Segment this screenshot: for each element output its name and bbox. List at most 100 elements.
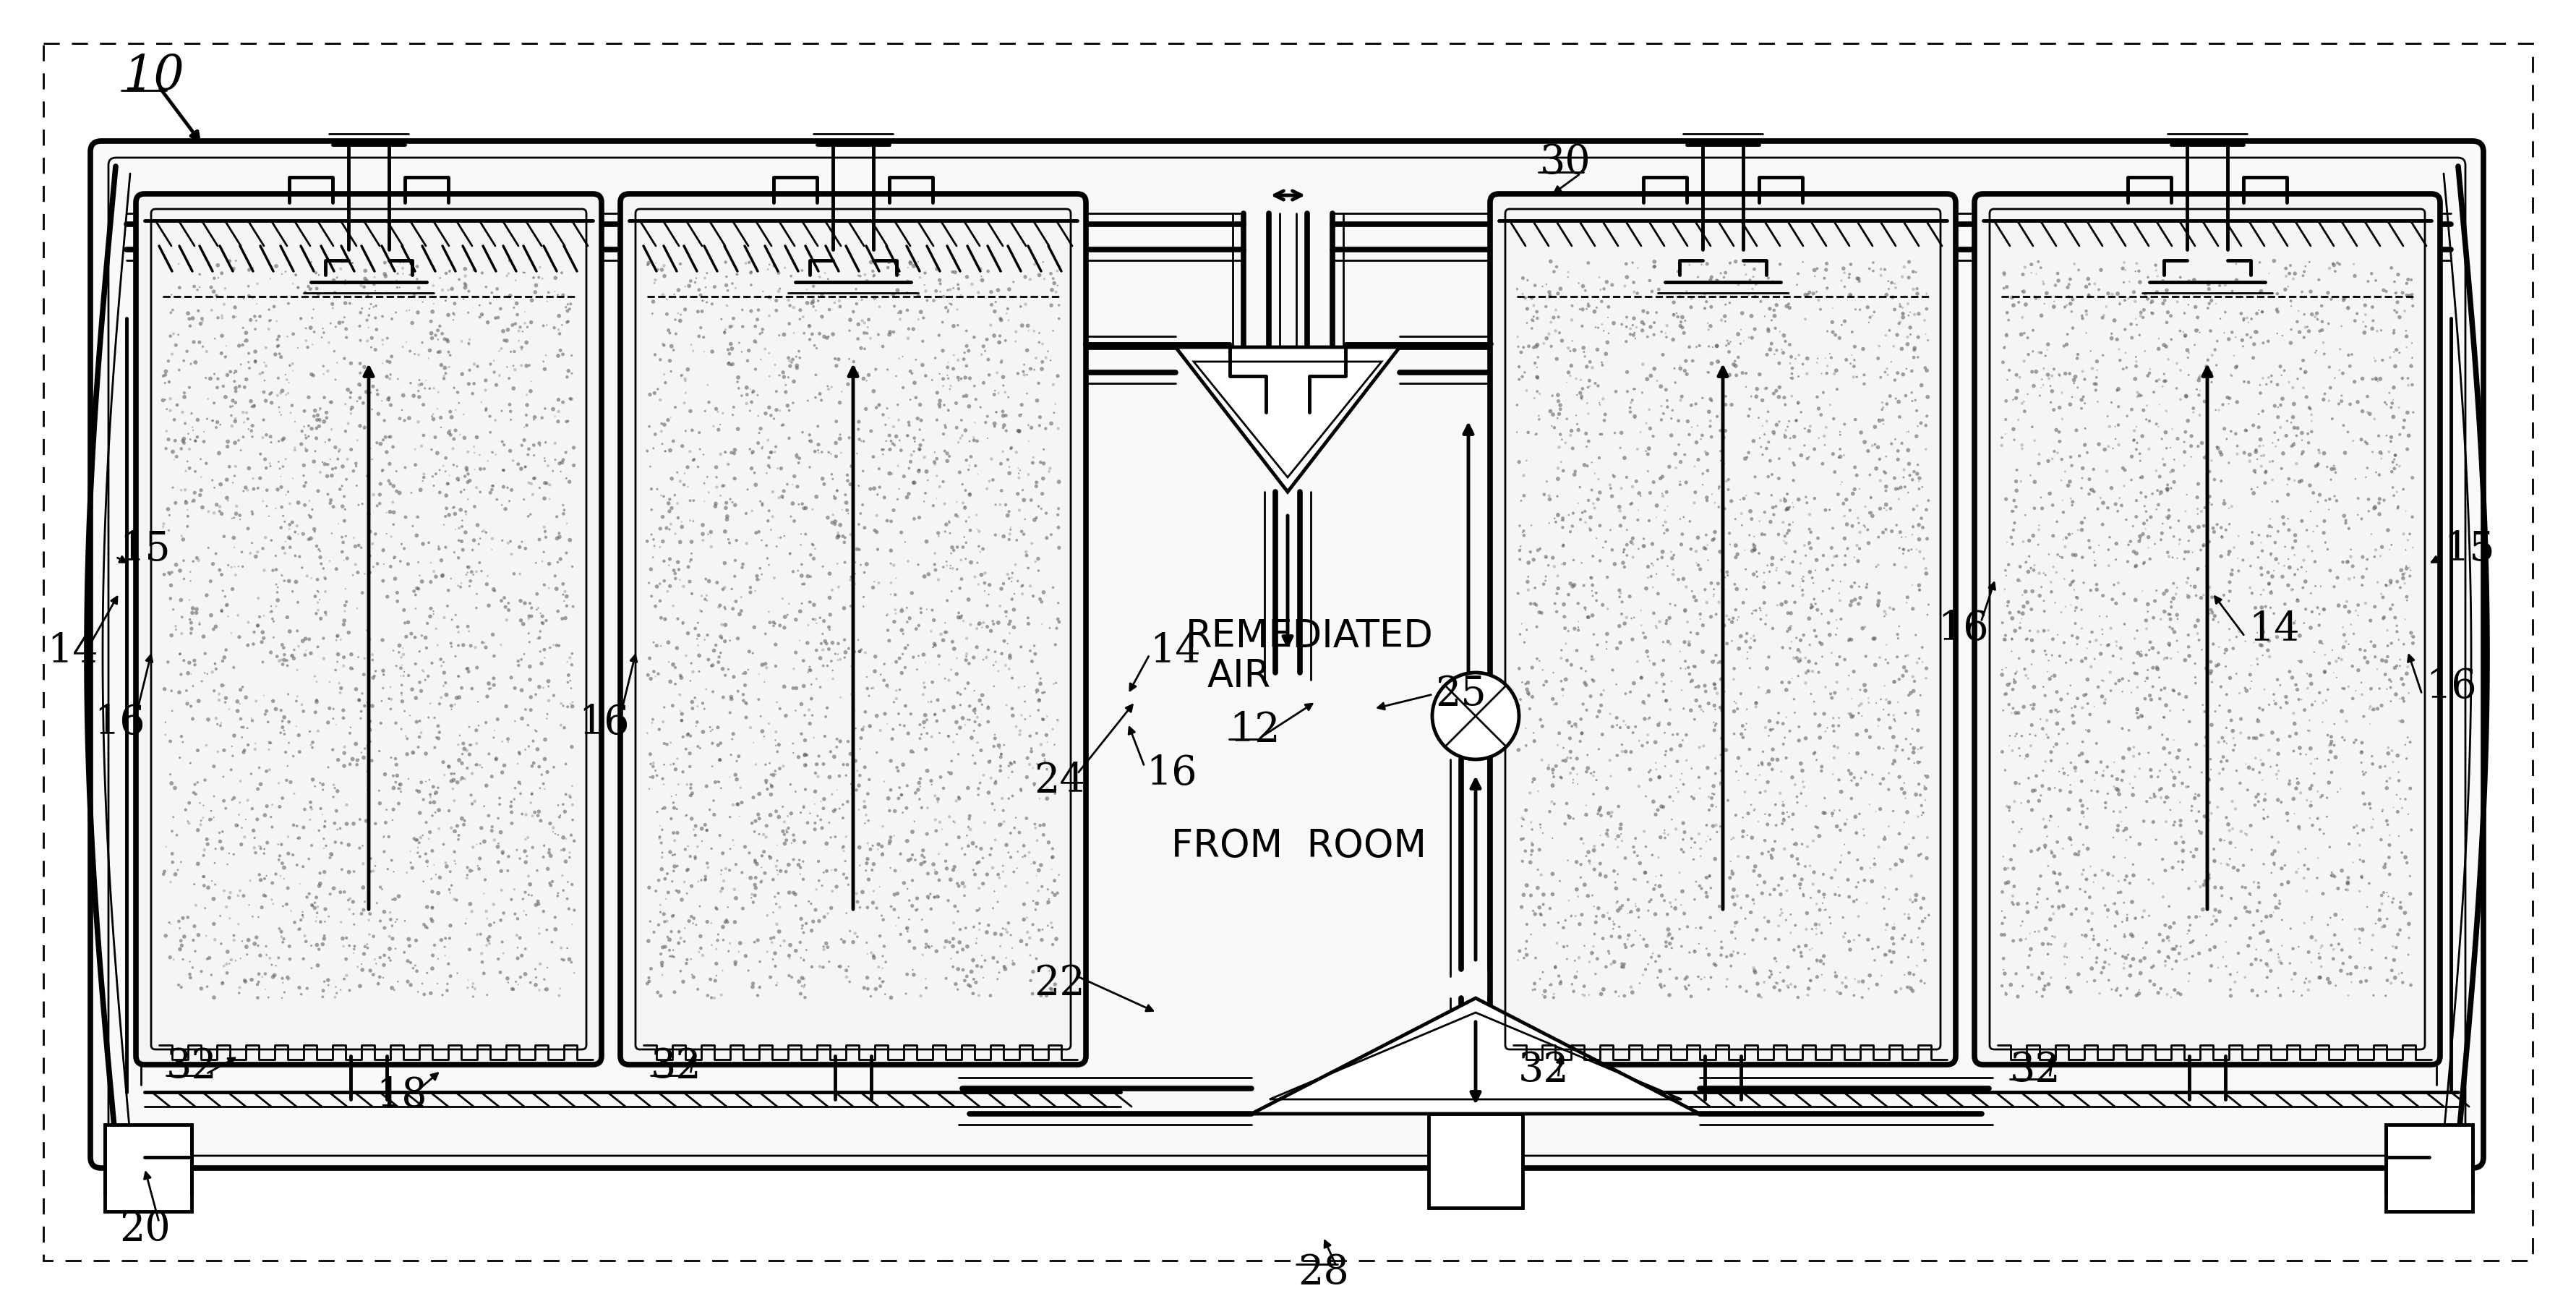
- Point: [2347, 970, 2388, 991]
- Point: [425, 764, 466, 785]
- Point: [518, 979, 559, 1000]
- Point: [211, 509, 252, 529]
- Point: [2179, 823, 2221, 844]
- Point: [1592, 926, 1633, 947]
- Point: [2169, 636, 2210, 657]
- Point: [992, 589, 1033, 610]
- Point: [422, 566, 464, 587]
- Point: [319, 818, 361, 838]
- Point: [1772, 452, 1814, 473]
- Point: [2115, 985, 2156, 1005]
- Point: [348, 565, 389, 585]
- Point: [2321, 960, 2362, 981]
- Point: [2298, 604, 2339, 625]
- Point: [817, 480, 858, 501]
- Point: [2076, 677, 2117, 698]
- Point: [240, 964, 281, 985]
- Point: [2151, 548, 2192, 569]
- Point: [1862, 768, 1904, 789]
- Point: [149, 913, 191, 934]
- Point: [1829, 842, 1870, 863]
- Point: [1857, 596, 1899, 617]
- Point: [1839, 971, 1880, 992]
- Point: [853, 859, 894, 880]
- Point: [878, 760, 920, 781]
- Point: [337, 374, 379, 395]
- Point: [902, 355, 943, 376]
- Point: [788, 592, 829, 613]
- Point: [639, 895, 680, 915]
- Point: [505, 313, 546, 334]
- Point: [2027, 825, 2069, 846]
- Point: [1569, 519, 1610, 540]
- Point: [201, 325, 242, 346]
- Point: [1767, 802, 1808, 823]
- Point: [1018, 754, 1059, 775]
- Point: [2009, 695, 2050, 716]
- Point: [649, 672, 690, 692]
- Point: [1893, 338, 1935, 359]
- Point: [2277, 651, 2318, 672]
- Point: [2099, 488, 2141, 509]
- Point: [1607, 361, 1649, 382]
- Point: [2172, 801, 2213, 822]
- Point: [500, 848, 541, 868]
- Point: [2151, 958, 2192, 979]
- Point: [2210, 915, 2251, 936]
- Point: [1795, 703, 1837, 724]
- Point: [2313, 925, 2354, 945]
- Point: [657, 855, 698, 876]
- Point: [726, 377, 768, 398]
- Point: [394, 828, 435, 849]
- Point: [2159, 533, 2200, 554]
- Point: [1819, 327, 1860, 348]
- Point: [2174, 784, 2215, 805]
- Point: [250, 426, 291, 447]
- Point: [245, 458, 286, 479]
- Point: [1030, 978, 1072, 999]
- Point: [1803, 382, 1844, 403]
- Point: [461, 522, 502, 542]
- Point: [1595, 466, 1636, 486]
- Point: [1638, 848, 1680, 868]
- Point: [2285, 571, 2326, 592]
- Point: [2210, 580, 2251, 601]
- Point: [2012, 319, 2053, 340]
- Point: [546, 938, 587, 958]
- Point: [2172, 930, 2213, 951]
- Point: [1628, 953, 1669, 974]
- Point: [1522, 962, 1564, 983]
- Point: [289, 721, 330, 742]
- Point: [549, 848, 590, 868]
- Point: [1899, 648, 1940, 669]
- Point: [1038, 612, 1079, 632]
- Point: [1770, 672, 1811, 692]
- Point: [209, 887, 250, 908]
- Point: [868, 325, 909, 346]
- Point: [703, 631, 744, 652]
- Point: [1844, 762, 1886, 782]
- Point: [304, 862, 345, 883]
- Point: [173, 782, 214, 803]
- Point: [2087, 906, 2128, 927]
- Point: [1502, 366, 1543, 387]
- Point: [245, 885, 286, 906]
- Point: [474, 308, 515, 329]
- Point: [1579, 801, 1620, 822]
- Point: [1659, 471, 1700, 492]
- Point: [1891, 930, 1932, 951]
- Point: [2066, 694, 2107, 715]
- Point: [343, 664, 384, 685]
- Point: [430, 261, 471, 282]
- Point: [1499, 623, 1540, 644]
- Point: [2383, 283, 2424, 304]
- Point: [2025, 918, 2066, 939]
- Point: [649, 489, 690, 510]
- Point: [842, 716, 884, 737]
- Point: [675, 267, 716, 288]
- Point: [677, 871, 719, 892]
- Point: [1886, 359, 1927, 379]
- Point: [2362, 587, 2403, 608]
- Point: [1651, 548, 1692, 569]
- Point: [755, 943, 796, 964]
